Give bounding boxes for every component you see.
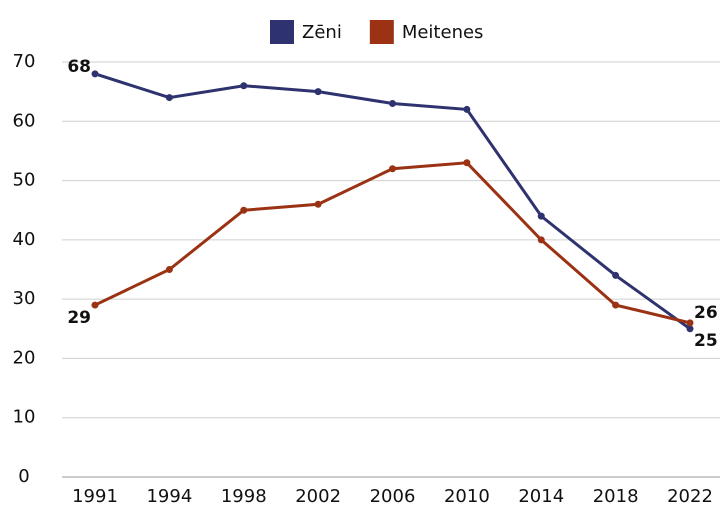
point [240, 206, 248, 214]
x-tick-label: 2022 [667, 486, 713, 507]
legend-label: Zēni [302, 22, 342, 43]
y-tick-label: 30 [13, 288, 36, 309]
y-tick-label: 70 [13, 51, 36, 72]
x-tick-label: 2014 [518, 486, 564, 507]
x-tick-label: 1998 [221, 486, 267, 507]
point [537, 212, 545, 220]
point [314, 200, 322, 208]
point [165, 266, 173, 273]
point [91, 70, 99, 78]
point [612, 271, 620, 279]
x-tick-label: 2002 [295, 486, 341, 507]
x-tick-label: 2006 [370, 486, 416, 507]
x-tick-label: 2010 [444, 486, 490, 507]
x-tick-label: 2018 [593, 486, 639, 507]
point [314, 88, 322, 96]
y-tick-label: 40 [13, 229, 36, 250]
point [389, 100, 396, 107]
point [686, 325, 694, 333]
point [537, 236, 545, 244]
legend-swatch [270, 20, 294, 44]
data-label: 25 [694, 331, 718, 351]
data-label: 29 [67, 308, 91, 328]
point [612, 301, 620, 309]
point [463, 105, 471, 113]
y-tick-label: 50 [13, 170, 36, 191]
point [165, 94, 173, 102]
point [240, 82, 248, 90]
x-tick-label: 1991 [72, 486, 118, 507]
y-tick-label: 10 [13, 407, 36, 428]
data-label: 26 [694, 303, 718, 323]
point [389, 165, 396, 173]
legend-label: Meitenes [402, 22, 484, 43]
y-tick-label: 20 [13, 347, 36, 368]
data-label: 68 [67, 57, 91, 77]
y-tick-label: 60 [13, 110, 36, 131]
point [686, 319, 694, 327]
x-tick-label: 1994 [146, 486, 192, 507]
legend-swatch [369, 20, 394, 44]
point [463, 159, 471, 167]
point [91, 301, 99, 309]
y-tick-label: 0 [18, 466, 29, 487]
